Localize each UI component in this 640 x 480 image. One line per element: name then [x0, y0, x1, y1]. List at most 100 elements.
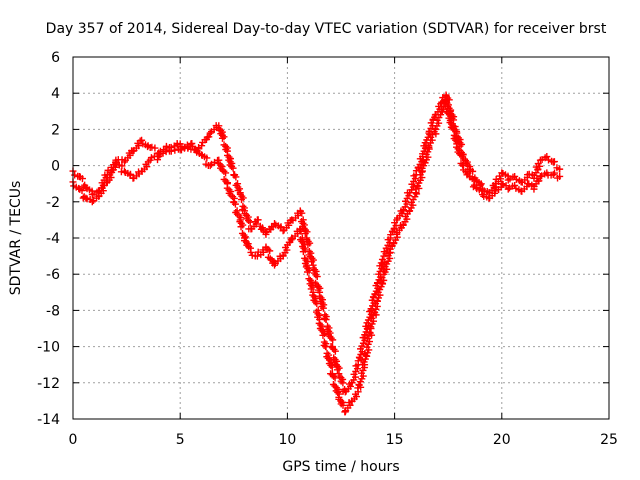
sample-mark [232, 173, 240, 181]
sample-mark [512, 184, 520, 192]
chart-title: Day 357 of 2014, Sidereal Day-to-day VTE… [46, 21, 607, 37]
sample-mark [237, 196, 245, 204]
sample-mark [339, 379, 347, 387]
x-tick-label: 0 [69, 432, 78, 448]
sample-mark [78, 175, 86, 183]
y-tick-label: 4 [51, 86, 60, 102]
sample-mark [319, 304, 327, 312]
sample-mark [311, 298, 319, 306]
sample-mark [319, 331, 327, 339]
sample-mark [118, 162, 126, 170]
sample-mark [429, 115, 437, 123]
sample-mark [228, 163, 236, 171]
sample-mark [551, 169, 558, 177]
sample-mark [220, 141, 228, 149]
y-tick-label: -10 [37, 340, 60, 356]
sample-mark [478, 187, 486, 195]
sample-mark [313, 273, 321, 281]
sample-mark [301, 230, 309, 238]
sample-mark [303, 268, 311, 276]
sample-mark [299, 248, 307, 256]
sample-mark [220, 133, 228, 141]
sample-mark [333, 366, 341, 374]
sample-mark [449, 125, 457, 133]
sample-mark [331, 374, 339, 382]
data-point [206, 162, 214, 170]
sample-mark [222, 169, 230, 177]
sample-mark [237, 223, 245, 231]
y-tick-labels: -14 -12 -10 -8 -6 -4 -2 0 2 4 6 [37, 50, 60, 428]
data-point [549, 171, 557, 179]
sample-mark [230, 198, 238, 206]
data-point [88, 198, 96, 206]
data-point [206, 129, 214, 137]
sample-mark [550, 158, 558, 166]
series-trace-a [69, 91, 564, 396]
data-point [271, 220, 279, 228]
grid [73, 57, 609, 419]
sample-mark [444, 101, 452, 109]
sample-mark [154, 156, 162, 164]
x-tick-label: 5 [176, 432, 185, 448]
data-point [82, 183, 90, 191]
sample-mark [312, 271, 320, 279]
sample-mark [171, 146, 179, 154]
sample-mark [457, 151, 465, 159]
sample-mark [329, 336, 337, 344]
sample-mark [126, 171, 134, 179]
sample-mark [454, 148, 462, 156]
sample-mark [476, 181, 484, 189]
x-tick-label: 25 [600, 432, 618, 448]
sample-mark [162, 146, 170, 154]
sample-mark [220, 175, 228, 183]
sample-mark [298, 209, 306, 217]
y-axis-title: SDTVAR / TECUs [8, 181, 24, 296]
sample-mark [188, 139, 196, 147]
sample-mark [218, 134, 226, 142]
sample-mark [499, 180, 507, 188]
sample-mark [297, 227, 305, 235]
x-tick-label: 10 [278, 432, 296, 448]
data-point [198, 142, 206, 150]
sample-mark [452, 136, 460, 144]
sample-mark [512, 175, 520, 183]
sample-mark [321, 314, 329, 322]
sample-mark [330, 372, 338, 380]
x-tick-label: 20 [493, 432, 511, 448]
x-tick-label: 15 [386, 432, 404, 448]
sample-mark [535, 177, 543, 185]
sample-mark [456, 150, 464, 158]
sample-mark [313, 300, 321, 308]
data-point [129, 147, 137, 155]
sample-mark [215, 125, 223, 133]
sample-mark [459, 153, 467, 161]
sample-mark [258, 224, 266, 232]
data-point [498, 169, 506, 177]
sample-mark [183, 141, 191, 149]
sample-mark [167, 147, 175, 155]
y-tick-label: -6 [46, 267, 60, 283]
sample-mark [266, 247, 274, 255]
sample-mark [231, 200, 239, 208]
sample-mark [148, 143, 156, 151]
data-point [504, 185, 512, 193]
sample-mark [366, 328, 374, 336]
y-tick-label: -2 [46, 195, 60, 211]
sample-mark [71, 171, 79, 179]
data-point [498, 180, 506, 188]
sample-mark [222, 146, 230, 154]
sample-mark [545, 156, 553, 164]
sample-mark [378, 255, 386, 263]
y-tick-label: 2 [51, 122, 60, 138]
sample-mark [217, 130, 225, 138]
y-tick-label: 6 [51, 50, 60, 66]
axis-ticks [72, 56, 610, 420]
y-tick-label: 0 [51, 159, 60, 175]
data-point [138, 136, 146, 144]
sample-mark [205, 133, 213, 141]
sample-mark [469, 167, 477, 175]
sample-mark [322, 343, 330, 351]
data-point [491, 187, 499, 195]
sample-mark [525, 180, 533, 188]
